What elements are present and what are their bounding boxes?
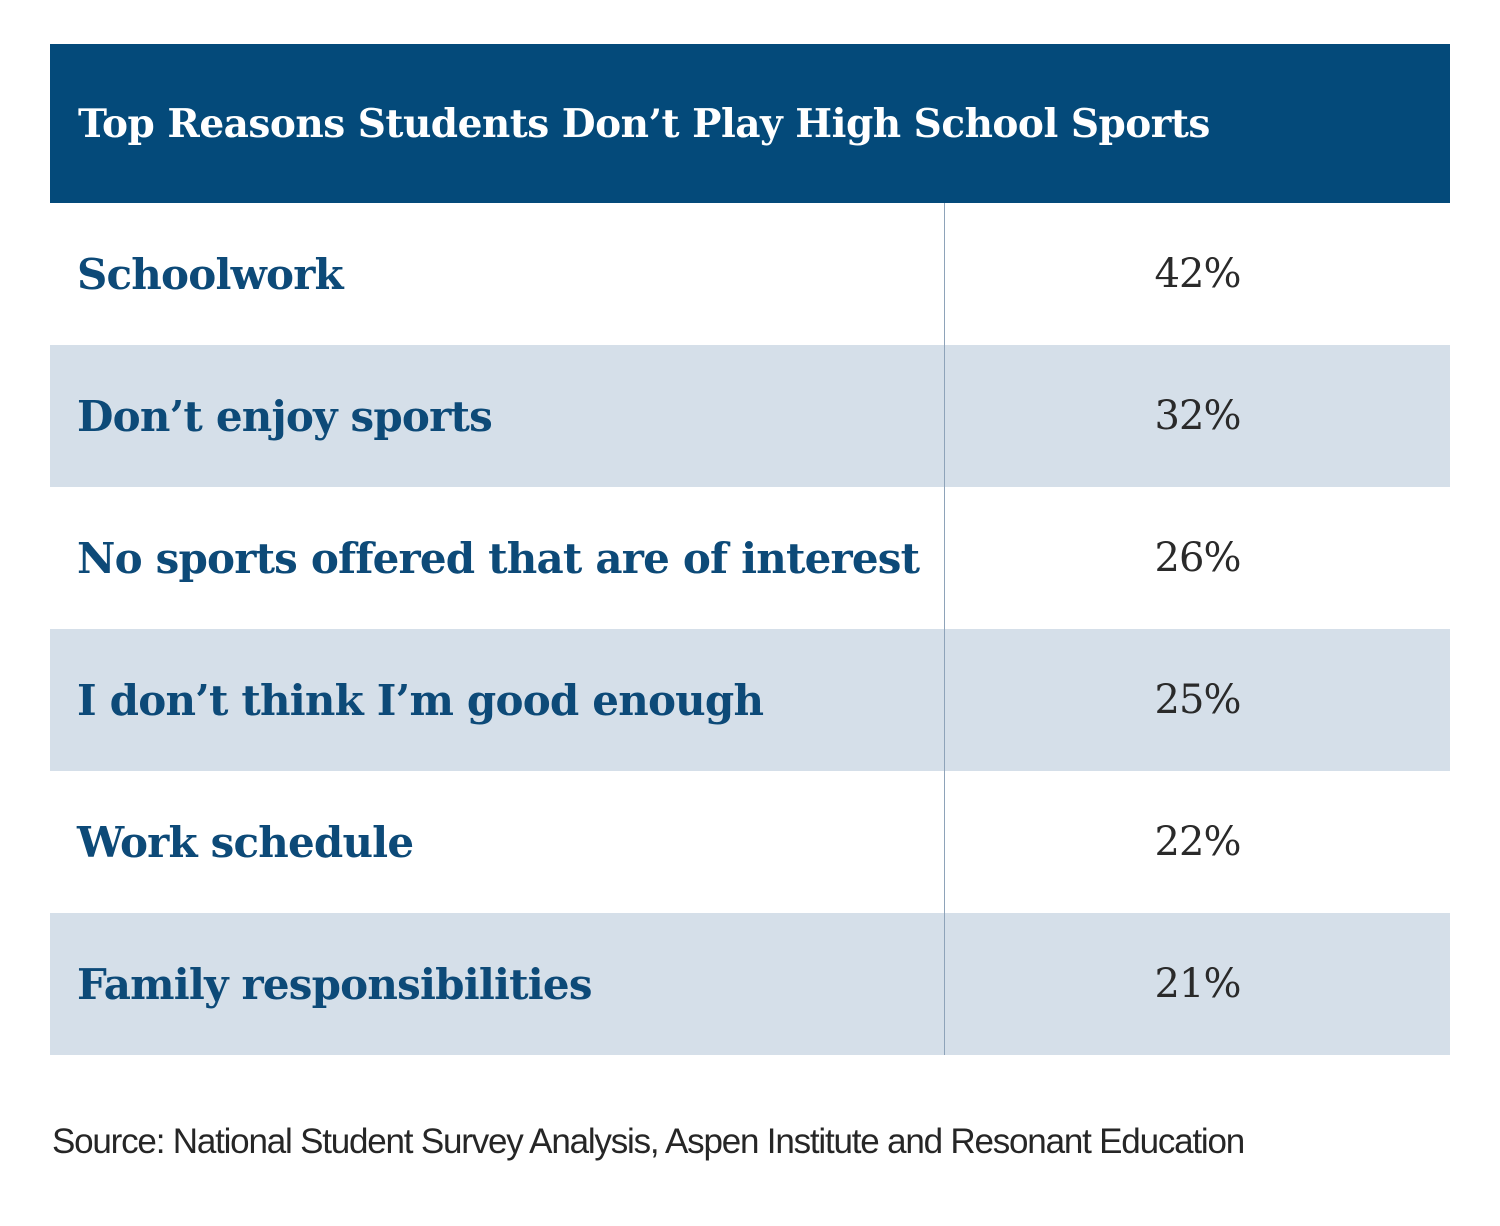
table-row: Don’t enjoy sports 32%	[50, 345, 1450, 487]
column-divider	[944, 203, 945, 1055]
percent-value: 26%	[1154, 535, 1242, 581]
percent-value: 25%	[1154, 677, 1242, 723]
table-title: Top Reasons Students Don’t Play High Sch…	[78, 100, 1210, 147]
table-row: No sports offered that are of interest 2…	[50, 487, 1450, 629]
table-body: Schoolwork 42% Don’t enjoy sports 32% No…	[50, 203, 1450, 1055]
percent-value: 22%	[1154, 819, 1242, 865]
reason-label: Family responsibilities	[77, 959, 592, 1009]
percent-value: 21%	[1154, 961, 1242, 1007]
reason-label: I don’t think I’m good enough	[77, 675, 764, 725]
reasons-table: Top Reasons Students Don’t Play High Sch…	[50, 44, 1450, 1055]
table-row: Schoolwork 42%	[50, 203, 1450, 345]
source-note: Source: National Student Survey Analysis…	[52, 1122, 1245, 1161]
reason-label: Schoolwork	[77, 249, 344, 299]
table-row: Work schedule 22%	[50, 771, 1450, 913]
reason-label: Don’t enjoy sports	[77, 391, 493, 441]
percent-value: 42%	[1154, 251, 1242, 297]
table-header: Top Reasons Students Don’t Play High Sch…	[50, 44, 1450, 203]
table-row: I don’t think I’m good enough 25%	[50, 629, 1450, 771]
reason-label: No sports offered that are of interest	[77, 533, 920, 583]
table-row: Family responsibilities 21%	[50, 913, 1450, 1055]
reason-label: Work schedule	[77, 817, 414, 867]
percent-value: 32%	[1154, 393, 1242, 439]
